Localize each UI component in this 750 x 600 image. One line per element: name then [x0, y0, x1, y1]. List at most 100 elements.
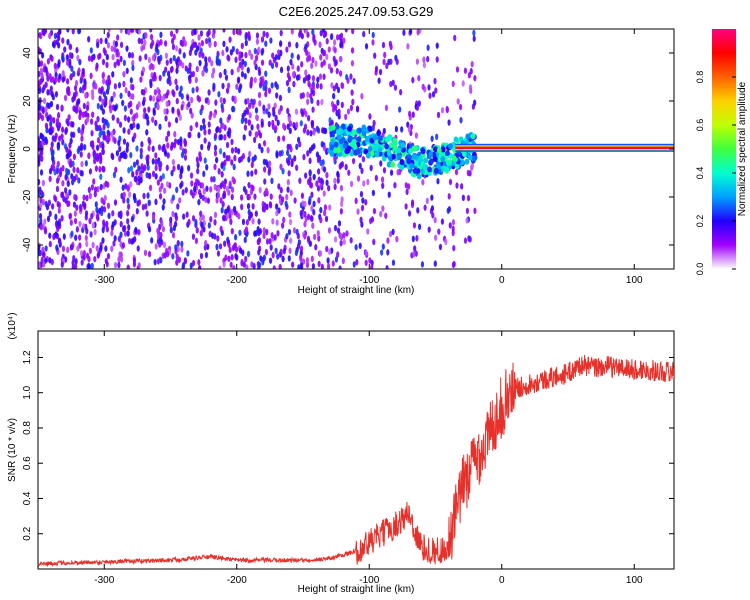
spectrogram-cell [205, 164, 209, 171]
spectrogram-cell [68, 150, 72, 157]
spectrogram-cell [131, 59, 135, 67]
spectrogram-cell [198, 265, 202, 269]
spectrogram-cell [38, 48, 42, 55]
spectrogram-cell [68, 189, 72, 196]
spectrogram-cell [414, 160, 419, 167]
spectrogram-cell [245, 219, 250, 226]
spectrogram-cell [102, 91, 107, 98]
y-tick-label: -20 [22, 189, 33, 204]
spectrogram-cell [360, 93, 364, 100]
spectrogram-cell [321, 49, 326, 57]
spectrogram-cell [127, 90, 131, 98]
spectrogram-cell [171, 194, 175, 201]
spectrogram-cell [182, 213, 186, 220]
spectrogram-cell [85, 104, 90, 112]
spectrogram-cell [356, 208, 360, 215]
spectrogram-cell [281, 167, 285, 175]
spectrogram-cell [173, 131, 177, 138]
spectrogram-cell [338, 138, 344, 145]
spectrogram-cell [216, 250, 221, 257]
spectrogram-cell [355, 106, 360, 113]
spectrogram-cell [287, 255, 291, 262]
spectrogram-cell [291, 71, 296, 78]
spectrogram-cell [175, 84, 179, 91]
spectrogram-cell [143, 164, 147, 171]
spectrogram-cell [89, 47, 93, 54]
spectrogram-cell [310, 62, 314, 69]
spectrogram-cell [472, 35, 476, 42]
spectrogram-cell [233, 242, 237, 249]
spectrogram-cell [71, 29, 75, 35]
spectrogram-cell [323, 209, 327, 217]
spectrogram-cell [38, 87, 42, 95]
spectrogram-cell [451, 219, 456, 226]
spectrogram-cell [294, 108, 299, 115]
spectrogram-cell [223, 159, 227, 166]
spectrogram-cell [134, 175, 138, 183]
spectrogram-cell [151, 145, 155, 153]
spectrogram-cell [266, 146, 270, 154]
spectrogram-cell [292, 80, 296, 88]
spectrogram-cell [169, 57, 173, 64]
spectrogram-cell [136, 200, 140, 207]
spectrogram-cell [307, 80, 311, 88]
spectrogram-cell [341, 257, 345, 265]
spectrogram-cell [208, 114, 212, 121]
spectrogram-cell [238, 229, 242, 236]
spectrogram-cell [407, 210, 412, 217]
spectrogram-cell [130, 238, 134, 245]
spectrogram-cell [96, 144, 100, 151]
spectrogram-cell [83, 83, 87, 91]
spectrogram-cell [426, 44, 430, 51]
spectrogram-cell [102, 134, 106, 141]
spectrogram-cell [287, 170, 291, 177]
spectrogram-cell [163, 187, 167, 194]
spectrogram-cell [448, 222, 452, 229]
spectrogram-cell [158, 241, 162, 248]
spectrogram-cell [285, 46, 289, 53]
spectrogram-cell [391, 79, 395, 87]
spectrogram-cell [219, 225, 223, 233]
spectrogram-cell [140, 141, 144, 148]
spectrogram-cell [339, 208, 343, 215]
spectrogram-cell [50, 55, 54, 62]
spectrogram-cell [466, 169, 470, 177]
spectrogram-cell [351, 138, 357, 145]
spectrogram-cell [311, 222, 315, 229]
spectrogram-cell [88, 217, 92, 225]
spectrogram-cell [260, 146, 264, 154]
spectrogram-cell [295, 74, 300, 81]
spectrogram-cell [351, 29, 355, 35]
spectrogram-cell [334, 123, 340, 130]
spectrogram-cell [161, 225, 166, 233]
spectrogram-cell [180, 151, 185, 159]
spectrogram-cell [269, 193, 273, 200]
spectrogram-cell [94, 165, 99, 172]
spectrogram-cell [187, 218, 191, 226]
spectrogram-cell [111, 71, 115, 78]
colorbar: 0.00.20.40.60.8 Normalized spectral ampl… [695, 29, 748, 275]
spectrogram-cell [61, 54, 65, 62]
spectrogram-cell [250, 53, 254, 60]
spectrogram-cell [273, 234, 277, 241]
spectrogram-cell [40, 145, 44, 152]
spectrogram-cell [81, 123, 85, 131]
spectrogram-cell [366, 178, 370, 186]
spectrogram-cell [448, 178, 453, 186]
spectrogram-cell [94, 83, 98, 90]
spectrogram-cell [296, 65, 300, 72]
colorbar-ticks: 0.00.20.40.60.8 [695, 71, 736, 275]
spectrogram-cell [301, 258, 306, 265]
spectrogram-cell [178, 197, 182, 204]
spectrogram-cell [222, 40, 226, 48]
spectrogram-cell [67, 114, 71, 121]
spectrogram-cell [189, 172, 194, 179]
spectrogram-cell [100, 85, 104, 93]
spectrogram-cell [110, 229, 114, 237]
spectrogram-cell [238, 29, 242, 36]
spectrogram-cell [176, 163, 181, 171]
spectrogram-cell [429, 158, 434, 165]
spectrogram-cell [246, 170, 250, 177]
spectrogram-cell [99, 155, 103, 162]
spectrogram-cell [461, 194, 465, 202]
